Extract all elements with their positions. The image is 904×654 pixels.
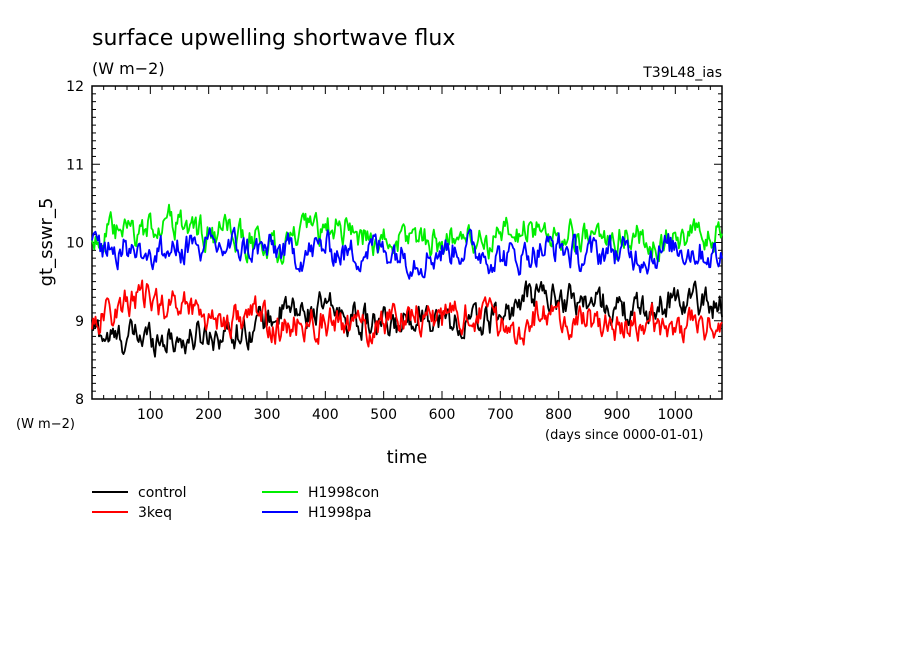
- x-tick-label: 200: [195, 407, 222, 423]
- x-tick-label: 400: [312, 407, 339, 423]
- legend-label-H1998pa: H1998pa: [308, 505, 372, 521]
- y-axis-units: (W m−2): [16, 417, 75, 432]
- x-tick-label: 300: [254, 407, 281, 423]
- x-axis-units: (days since 0000-01-01): [545, 428, 703, 443]
- legend-label-control: control: [138, 485, 187, 501]
- x-tick-label: 100: [137, 407, 164, 423]
- x-tick-label: 600: [429, 407, 456, 423]
- legend-label-H1998con: H1998con: [308, 485, 379, 501]
- y-tick-label: 11: [66, 157, 84, 173]
- y-axis-label: gt_sswr_5: [36, 198, 57, 287]
- y-tick-label: 9: [75, 314, 84, 330]
- x-tick-label: 800: [545, 407, 572, 423]
- x-tick-label: 900: [604, 407, 631, 423]
- series-line-H1998con: [91, 203, 723, 265]
- x-tick-label: 1000: [658, 407, 694, 423]
- x-axis-label: time: [387, 447, 428, 468]
- y-tick-label: 12: [66, 79, 84, 95]
- legend-label-3keq: 3keq: [138, 505, 172, 521]
- y-tick-label: 10: [66, 236, 84, 252]
- run-label: T39L48_ias: [642, 65, 722, 81]
- y-tick-label: 8: [75, 392, 84, 408]
- legend: control 3keq H1998con H1998pa: [92, 485, 379, 521]
- series-line-control: [91, 280, 723, 358]
- plot-area: 100 200 300 400 500 600 700 800 900 1000 8 9 10 11 12: [66, 79, 723, 423]
- x-tick-label: 500: [370, 407, 397, 423]
- chart-title: surface upwelling shortwave flux: [92, 26, 455, 51]
- series-line-H1998pa: [91, 226, 723, 280]
- chart-subtitle: (W m−2): [92, 59, 165, 78]
- series-line-3keq: [91, 279, 723, 348]
- x-tick-label: 700: [487, 407, 514, 423]
